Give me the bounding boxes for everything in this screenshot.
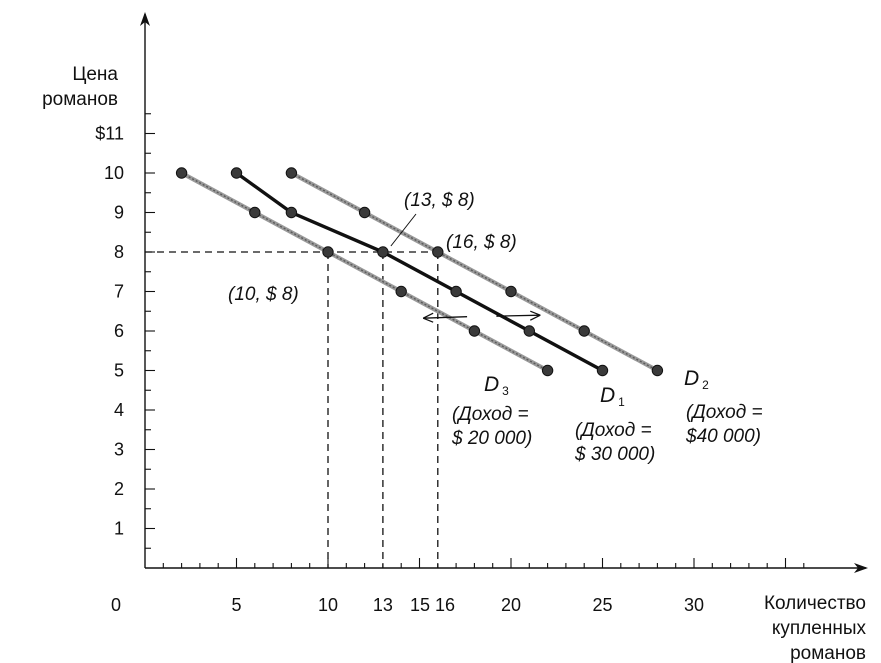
data-point-D2: [578, 325, 590, 337]
data-point-D3: [541, 364, 554, 377]
y-tick-label: 8: [114, 242, 124, 262]
shift-right-arrow: [496, 314, 541, 317]
y-tick-label: $11: [95, 124, 124, 144]
x-tick-label: 0: [111, 595, 121, 615]
x-tick-label: 20: [501, 595, 521, 615]
curve-name-main: D: [684, 367, 699, 390]
series-line-D1: [235, 171, 604, 372]
series-line-texture-D2: [291, 172, 658, 372]
data-point-D1: [285, 206, 298, 219]
x-tick-label: 30: [684, 595, 704, 615]
x-tick-label: 16: [435, 595, 455, 615]
y-tick-label: 6: [114, 321, 124, 341]
x-axis-arrow-icon: [854, 563, 868, 573]
y-tick-label: 2: [114, 479, 124, 499]
y-tick-label: 9: [114, 203, 124, 223]
data-point-D2: [285, 167, 298, 179]
data-point-D2: [505, 285, 517, 298]
data-point-D3: [322, 246, 334, 258]
income-note-D3: $ 20 000): [451, 428, 532, 449]
curve-name-subscript: 2: [702, 378, 709, 392]
x-tick-label: 25: [592, 595, 612, 615]
y-axis-arrow-icon: [140, 12, 150, 26]
data-point-D1: [230, 167, 243, 179]
x-tick-label: 15: [410, 595, 430, 615]
data-point-D3: [249, 206, 261, 219]
x-tick-label: 10: [318, 595, 338, 615]
y-tick-label: 5: [114, 361, 124, 381]
data-point-D2: [651, 364, 664, 377]
income-note-D1: $ 30 000): [574, 444, 655, 465]
point-annotation: (13, $ 8): [404, 190, 475, 211]
reference-lines-group: [145, 251, 439, 568]
y-tick-label: 3: [114, 440, 124, 460]
income-note-D2: $40 000): [685, 426, 761, 447]
data-point-D3: [395, 285, 407, 298]
curve-name-main: D: [600, 384, 615, 407]
shift-right-arrow-head-icon: [529, 310, 541, 321]
x-axis-title-line: Количество: [764, 593, 866, 614]
income-note-D2: (Доход =: [686, 402, 763, 423]
curve-name-subscript: 1: [618, 395, 625, 409]
x-tick-label: 5: [231, 595, 241, 615]
y-tick-label: 4: [114, 400, 124, 420]
data-point-D1: [523, 325, 535, 337]
demand-curves-group: [175, 167, 664, 377]
point-annotation: (10, $ 8): [228, 284, 299, 305]
x-tick-label: 13: [373, 595, 393, 615]
income-note-D1: (Доход =: [575, 420, 652, 441]
data-point-D2: [432, 246, 444, 258]
point-annotation: (16, $ 8): [446, 232, 517, 253]
y-tick-label: 1: [114, 519, 124, 539]
data-point-D1: [450, 285, 462, 298]
y-tick-label: 7: [114, 282, 124, 302]
x-axis-title-line: купленных: [772, 618, 867, 639]
axes-group: [140, 12, 868, 573]
shift-left-arrow: [423, 316, 468, 319]
y-axis-title-line: романов: [42, 89, 118, 110]
data-point-D1: [596, 364, 609, 377]
curve-name-main: D: [484, 373, 499, 396]
y-axis-title-line: Цена: [72, 64, 118, 85]
data-point-D1: [377, 246, 389, 258]
data-point-D2: [358, 206, 371, 219]
data-point-D3: [175, 167, 188, 179]
curve-name-subscript: 3: [502, 384, 509, 398]
shift-left-arrow-head-icon: [422, 312, 434, 323]
annotation-leader-line: [390, 213, 417, 247]
income-note-D3: (Доход =: [452, 404, 529, 425]
y-tick-label: 10: [104, 163, 124, 183]
data-point-D3: [468, 325, 481, 337]
x-axis-title-line: романов: [790, 643, 866, 663]
series-line-texture-D3: [181, 172, 548, 372]
